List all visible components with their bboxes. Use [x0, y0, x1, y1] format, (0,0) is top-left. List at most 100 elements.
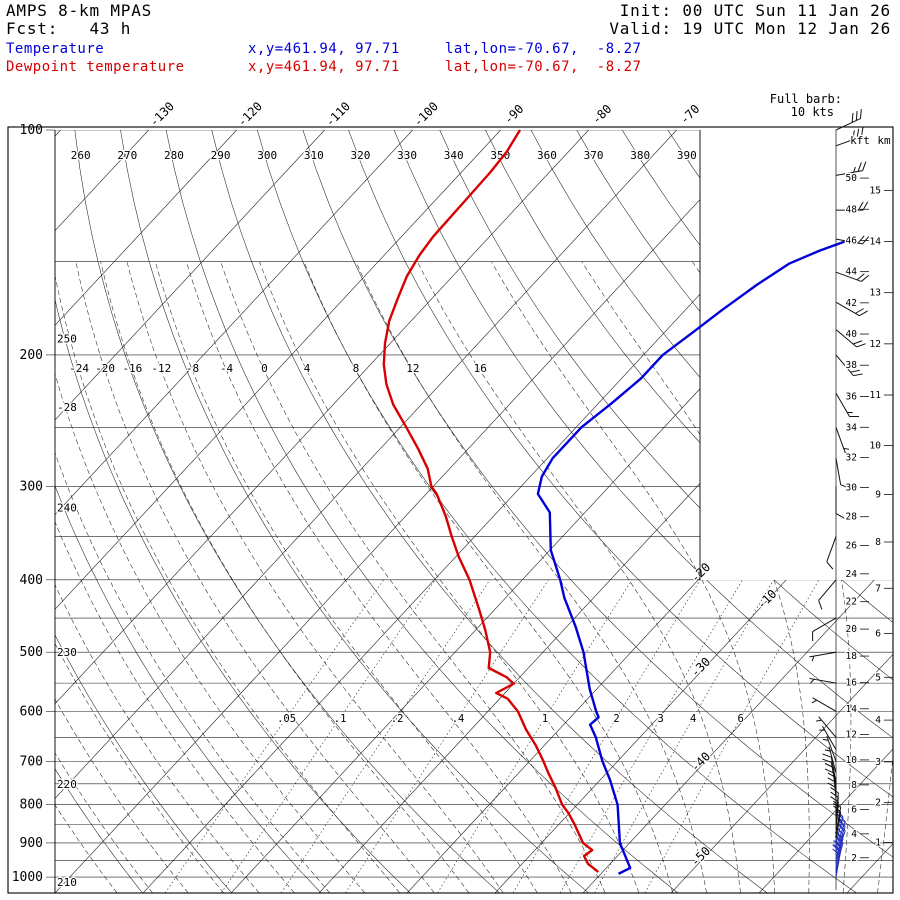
svg-text:4: 4 [690, 713, 696, 725]
svg-text:2: 2 [851, 853, 857, 864]
svg-text:-80: -80 [589, 102, 614, 127]
svg-text:6: 6 [737, 713, 743, 725]
svg-text:-20: -20 [95, 362, 115, 375]
svg-text:16: 16 [474, 362, 487, 375]
svg-text:300: 300 [20, 479, 43, 494]
svg-text:250: 250 [57, 332, 77, 345]
svg-text:310: 310 [304, 149, 324, 162]
svg-text:12: 12 [870, 339, 881, 350]
svg-text:18: 18 [846, 651, 858, 662]
svg-text:.05: .05 [277, 713, 296, 725]
svg-text:3: 3 [875, 757, 881, 768]
svg-text:4: 4 [875, 715, 881, 726]
model-name: AMPS 8-km MPAS [6, 1, 153, 20]
svg-text:14: 14 [846, 704, 858, 715]
svg-text:-120: -120 [235, 99, 265, 129]
svg-text:360: 360 [537, 149, 557, 162]
svg-text:4: 4 [851, 829, 857, 840]
svg-text:100: 100 [20, 123, 43, 138]
svg-text:370: 370 [584, 149, 604, 162]
wind-barbs [809, 109, 870, 890]
svg-text:10 kts: 10 kts [791, 105, 834, 119]
svg-text:-90: -90 [501, 102, 526, 127]
svg-text:26: 26 [846, 541, 858, 552]
svg-text:700: 700 [20, 754, 43, 769]
skewt-grid [55, 130, 893, 893]
svg-text:400: 400 [20, 573, 43, 588]
svg-text:900: 900 [20, 836, 43, 851]
forecast-hour: Fcst: 43 h [6, 19, 132, 38]
svg-text:30: 30 [846, 482, 858, 493]
svg-text:320: 320 [351, 149, 371, 162]
svg-text:500: 500 [20, 645, 43, 660]
svg-text:-4: -4 [220, 362, 234, 375]
svg-text:8: 8 [851, 780, 857, 791]
svg-text:7: 7 [875, 583, 881, 594]
init-time: Init: 00 UTC Sun 11 Jan 26 [619, 1, 891, 20]
svg-text:200: 200 [20, 348, 43, 363]
svg-text:.2: .2 [391, 713, 404, 725]
svg-text:36: 36 [846, 391, 858, 402]
svg-text:10: 10 [870, 440, 882, 451]
height-axes: kft km24681012141618202224262830323436384… [769, 91, 893, 865]
svg-text:3: 3 [658, 713, 664, 725]
svg-text:-8: -8 [186, 362, 199, 375]
legend-temperature-label: Temperature [6, 41, 105, 57]
grid-labels: 100 200 300 400 500 600 700 800 900 1000 260 2 7 0 280… [7, 98, 894, 894]
dewpoint-curve [382, 129, 600, 873]
svg-text:290: 290 [211, 149, 231, 162]
svg-text:0: 0 [261, 362, 268, 375]
svg-text:2: 2 [875, 798, 881, 809]
svg-text:6: 6 [851, 805, 857, 816]
svg-text:15: 15 [870, 185, 881, 196]
svg-text:12: 12 [406, 362, 419, 375]
svg-text:8: 8 [353, 362, 360, 375]
svg-text:13: 13 [870, 288, 881, 299]
svg-text:12: 12 [846, 730, 857, 741]
svg-text:390: 390 [677, 149, 697, 162]
svg-text:28: 28 [846, 512, 858, 523]
svg-text:44: 44 [846, 267, 858, 278]
svg-text:380: 380 [630, 149, 650, 162]
svg-text:-130: -130 [147, 99, 177, 129]
svg-text:6: 6 [875, 628, 881, 639]
svg-text:-12: -12 [151, 362, 171, 375]
legend-dewpoint-label: Dewpoint temperature [6, 59, 185, 75]
legend-dewpoint-xy: x,y=461.94, 97.71 [248, 59, 400, 75]
svg-text:-70: -70 [677, 102, 702, 127]
svg-text:1: 1 [542, 713, 548, 725]
svg-text:300: 300 [257, 149, 277, 162]
svg-text:46: 46 [846, 235, 858, 246]
svg-text:-10: -10 [754, 587, 779, 612]
svg-text:4: 4 [304, 362, 311, 375]
svg-text:14: 14 [870, 237, 882, 248]
legend-temperature-xy: x,y=461.94, 97.71 [248, 41, 400, 57]
svg-text:280: 280 [164, 149, 184, 162]
svg-text:260: 260 [71, 149, 91, 162]
svg-text:-110: -110 [323, 99, 353, 129]
svg-text:11: 11 [870, 390, 882, 401]
svg-text:230: 230 [57, 646, 77, 659]
svg-text:-100: -100 [411, 99, 441, 129]
svg-text:240: 240 [57, 501, 77, 514]
svg-text:20: 20 [846, 624, 858, 635]
svg-text:800: 800 [20, 798, 43, 813]
svg-text:600: 600 [20, 704, 43, 719]
svg-text:1000: 1000 [12, 870, 43, 885]
svg-text:Full barb:: Full barb: [770, 92, 842, 106]
svg-text:16: 16 [846, 678, 858, 689]
svg-text:340: 340 [444, 149, 464, 162]
svg-text:48: 48 [846, 204, 858, 215]
svg-text:2: 2 [613, 713, 619, 725]
svg-text:10: 10 [846, 755, 858, 766]
svg-text:.1: .1 [334, 713, 347, 725]
svg-text:330: 330 [397, 149, 417, 162]
svg-text:210: 210 [57, 876, 77, 889]
svg-text:-30: -30 [688, 655, 713, 680]
svg-text:38: 38 [846, 360, 858, 371]
svg-text:32: 32 [846, 453, 857, 464]
svg-text:34: 34 [846, 422, 858, 433]
svg-text:22: 22 [846, 597, 857, 608]
